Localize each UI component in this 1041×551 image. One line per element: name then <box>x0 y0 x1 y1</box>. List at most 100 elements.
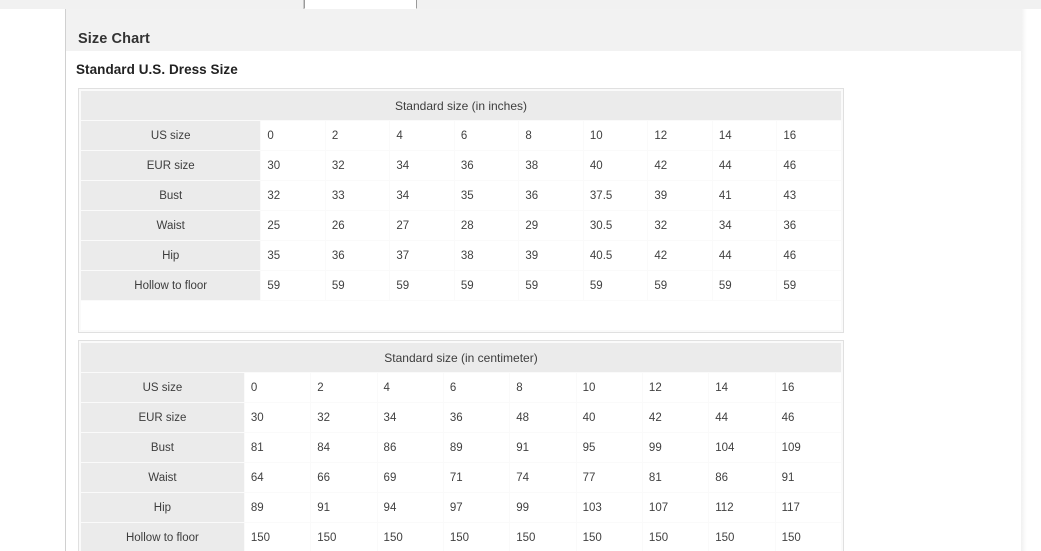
row-label-waist: Waist <box>81 211 261 240</box>
cell: 64 <box>244 463 311 492</box>
cell: 86 <box>377 433 443 462</box>
cell: 36 <box>519 181 583 210</box>
cell: 39 <box>648 181 712 210</box>
cell: 4 <box>390 121 454 150</box>
cell: 71 <box>443 463 510 492</box>
cell: 2 <box>325 121 390 150</box>
cell: 38 <box>454 241 519 270</box>
cell: 94 <box>377 493 443 522</box>
cell: 59 <box>583 271 648 300</box>
cell: 32 <box>648 211 712 240</box>
cell: 37.5 <box>583 181 648 210</box>
cell: 91 <box>775 463 841 492</box>
table-row: US size 0 2 4 6 8 10 12 14 16 <box>81 121 841 150</box>
row-label-us-size: US size <box>81 373 244 402</box>
cell: 30.5 <box>583 211 648 240</box>
size-table-centimeter: Standard size (in centimeter) US size 0 … <box>78 340 844 551</box>
cell: 99 <box>510 493 576 522</box>
cell: 48 <box>510 403 576 432</box>
row-label-eur-size: EUR size <box>81 151 261 180</box>
cell: 42 <box>648 151 712 180</box>
row-label-waist: Waist <box>81 463 244 492</box>
cell: 6 <box>454 121 519 150</box>
cell: 46 <box>775 403 841 432</box>
cell: 28 <box>454 211 519 240</box>
page-right-shadow <box>1021 9 1027 551</box>
cell: 36 <box>325 241 390 270</box>
table-spacer-row <box>81 301 841 330</box>
cell: 150 <box>443 523 510 551</box>
cell: 109 <box>775 433 841 462</box>
cell: 69 <box>377 463 443 492</box>
cell: 16 <box>775 373 841 402</box>
size-chart-header: Size Chart <box>66 9 1021 51</box>
cell: 8 <box>519 121 583 150</box>
cell: 59 <box>777 271 841 300</box>
cell: 8 <box>510 373 576 402</box>
row-label-hollow-to-floor: Hollow to floor <box>81 271 261 300</box>
size-table-inches: Standard size (in inches) US size 0 2 4 … <box>78 88 844 333</box>
cell: 150 <box>576 523 642 551</box>
cell: 33 <box>325 181 390 210</box>
size-table-centimeter-grid: Standard size (in centimeter) US size 0 … <box>80 342 842 551</box>
table-row: EUR size 30 32 34 36 48 40 42 44 46 <box>81 403 841 432</box>
cell: 91 <box>311 493 377 522</box>
cell: 107 <box>642 493 709 522</box>
cell: 81 <box>244 433 311 462</box>
cell: 59 <box>712 271 777 300</box>
browser-tab-inactive-left[interactable] <box>0 0 304 9</box>
cell: 150 <box>642 523 709 551</box>
row-label-eur-size: EUR size <box>81 403 244 432</box>
cell: 34 <box>390 181 454 210</box>
table-row: Waist 25 26 27 28 29 30.5 32 34 36 <box>81 211 841 240</box>
cell: 30 <box>244 403 311 432</box>
cell: 150 <box>510 523 576 551</box>
table-row: EUR size 30 32 34 36 38 40 42 44 46 <box>81 151 841 180</box>
browser-tab-active[interactable] <box>304 0 417 9</box>
cell: 27 <box>390 211 454 240</box>
size-table-inches-grid: Standard size (in inches) US size 0 2 4 … <box>80 90 842 331</box>
page-title: Size Chart <box>78 31 150 47</box>
cell: 89 <box>443 433 510 462</box>
cell: 32 <box>311 403 377 432</box>
cell: 0 <box>244 373 311 402</box>
row-label-bust: Bust <box>81 433 244 462</box>
cell: 40 <box>576 403 642 432</box>
cell: 112 <box>709 493 775 522</box>
cell: 40 <box>583 151 648 180</box>
cell: 44 <box>709 403 775 432</box>
cell: 10 <box>583 121 648 150</box>
table-caption-row: Standard size (in centimeter) <box>81 343 841 372</box>
cell: 29 <box>519 211 583 240</box>
cell: 14 <box>712 121 777 150</box>
cell: 74 <box>510 463 576 492</box>
cell: 30 <box>261 151 325 180</box>
section-title: Standard U.S. Dress Size <box>76 62 238 77</box>
cell: 4 <box>377 373 443 402</box>
table-row: Hip 35 36 37 38 39 40.5 42 44 46 <box>81 241 841 270</box>
cell: 42 <box>648 241 712 270</box>
cell: 150 <box>709 523 775 551</box>
cell: 150 <box>775 523 841 551</box>
table-row: Bust 32 33 34 35 36 37.5 39 41 43 <box>81 181 841 210</box>
cell: 40.5 <box>583 241 648 270</box>
cell: 32 <box>325 151 390 180</box>
cell: 103 <box>576 493 642 522</box>
cell: 25 <box>261 211 325 240</box>
table-row: Hollow to floor 59 59 59 59 59 59 59 59 … <box>81 271 841 300</box>
page-left-gutter <box>0 9 65 551</box>
cell: 150 <box>244 523 311 551</box>
cell: 26 <box>325 211 390 240</box>
cell: 43 <box>777 181 841 210</box>
cell: 104 <box>709 433 775 462</box>
cell: 34 <box>712 211 777 240</box>
cell: 32 <box>261 181 325 210</box>
table-caption-centimeter: Standard size (in centimeter) <box>81 343 841 372</box>
cell: 59 <box>390 271 454 300</box>
table-caption-inches: Standard size (in inches) <box>81 91 841 120</box>
cell: 44 <box>712 151 777 180</box>
content-sheet: Size Chart Standard U.S. Dress Size Stan… <box>65 9 1021 551</box>
cell: 37 <box>390 241 454 270</box>
cell: 59 <box>325 271 390 300</box>
